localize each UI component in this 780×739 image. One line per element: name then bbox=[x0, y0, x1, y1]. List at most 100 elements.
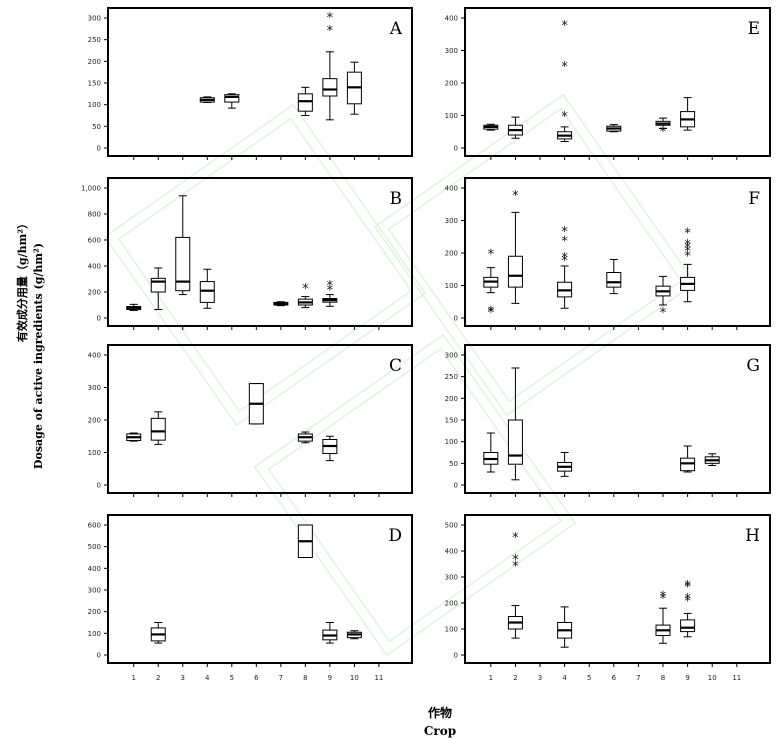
box-crop-7 bbox=[273, 301, 289, 307]
outlier-star: * bbox=[684, 249, 691, 264]
outlier-star: * bbox=[561, 110, 568, 125]
y-tick-label: 600 bbox=[88, 237, 101, 245]
y-tick-label: 500 bbox=[445, 522, 458, 530]
box-crop-8: * bbox=[655, 275, 671, 321]
y-tick-label: 300 bbox=[445, 47, 458, 55]
box-iqr bbox=[680, 619, 696, 633]
box-crop-10 bbox=[346, 630, 362, 640]
y-tick-label: 600 bbox=[88, 522, 101, 530]
y-tick-label: 200 bbox=[88, 58, 101, 66]
x-tick-label: 2 bbox=[156, 674, 160, 682]
box-crop-8 bbox=[297, 86, 313, 116]
outlier-star: * bbox=[561, 19, 568, 34]
y-tick-label: 800 bbox=[88, 211, 101, 219]
y-tick-label: 200 bbox=[88, 417, 101, 425]
y-tick-label: 100 bbox=[88, 449, 101, 457]
outlier-star: * bbox=[512, 560, 519, 575]
box-iqr bbox=[606, 272, 622, 288]
x-tick-label: 10 bbox=[708, 674, 717, 682]
panel-label: B bbox=[390, 189, 403, 209]
box-iqr bbox=[297, 93, 313, 112]
outlier-star: * bbox=[327, 24, 334, 39]
y-tick-label: 0 bbox=[97, 652, 101, 660]
panel-label: F bbox=[748, 189, 760, 209]
y-tick-label: 0 bbox=[97, 482, 101, 490]
y-tick-label: 0 bbox=[454, 652, 458, 660]
y-tick-label: 400 bbox=[88, 565, 101, 573]
box-iqr bbox=[322, 78, 338, 97]
box-crop-4: **** bbox=[557, 225, 573, 309]
box-crop-4 bbox=[199, 96, 215, 103]
y-tick-label: 300 bbox=[445, 352, 458, 360]
panel-frame bbox=[107, 344, 413, 494]
y-tick-label: 50 bbox=[449, 460, 458, 468]
y-tick-label: 200 bbox=[445, 250, 458, 258]
y-tick-label: 250 bbox=[88, 36, 101, 44]
panel-frame bbox=[464, 514, 771, 664]
outlier-star: * bbox=[488, 248, 495, 263]
box-crop-1 bbox=[126, 303, 142, 311]
box-crop-1 bbox=[483, 123, 499, 131]
box-crop-9 bbox=[680, 97, 696, 131]
box-crop-1 bbox=[126, 432, 142, 442]
outlier-star: * bbox=[512, 531, 519, 546]
box-crop-6 bbox=[606, 124, 622, 133]
outlier-star: * bbox=[302, 282, 309, 297]
y-tick-label: 400 bbox=[445, 15, 458, 23]
box-crop-2 bbox=[150, 411, 166, 445]
outlier-star: * bbox=[327, 284, 334, 299]
y-tick-label: 300 bbox=[445, 217, 458, 225]
outlier-star: * bbox=[488, 305, 495, 320]
y-tick-label: 200 bbox=[445, 395, 458, 403]
y-axis-title-english: Dosage of active ingredients (g/hm²) bbox=[32, 243, 45, 469]
box-crop-2 bbox=[507, 116, 523, 139]
x-tick-label: 7 bbox=[636, 674, 640, 682]
x-axis-title-chinese: 作物 bbox=[428, 705, 452, 720]
panel-frame bbox=[107, 7, 413, 157]
outlier-star: * bbox=[660, 306, 667, 321]
outlier-star: * bbox=[561, 225, 568, 240]
outlier-star: * bbox=[561, 235, 568, 250]
outlier-star: * bbox=[660, 125, 667, 140]
box-crop-8 bbox=[297, 431, 313, 444]
panel-c: 0 100 200 300 400 C bbox=[88, 344, 413, 497]
box-crop-8: * bbox=[655, 117, 671, 140]
y-tick-label: 150 bbox=[445, 417, 458, 425]
box-crop-2 bbox=[150, 622, 166, 644]
box-iqr bbox=[175, 236, 191, 292]
y-tick-label: 200 bbox=[445, 600, 458, 608]
outlier-star: * bbox=[684, 244, 691, 259]
y-tick-label: 200 bbox=[88, 608, 101, 616]
box-crop-10 bbox=[346, 61, 362, 115]
y-tick-label: 400 bbox=[445, 548, 458, 556]
panel-e: 0 100 200 300 400 E * * * * bbox=[445, 7, 771, 160]
box-crop-2 bbox=[507, 367, 523, 481]
box-crop-4: * * * bbox=[557, 19, 573, 142]
panel-frame bbox=[107, 177, 413, 327]
y-tick-label: 0 bbox=[454, 482, 458, 490]
box-crop-3 bbox=[175, 195, 191, 296]
box-crop-6 bbox=[606, 259, 622, 295]
y-tick-label: 300 bbox=[445, 574, 458, 582]
box-crop-9 bbox=[322, 622, 338, 644]
y-tick-label: 100 bbox=[445, 626, 458, 634]
panel-frame bbox=[464, 344, 771, 494]
x-tick-label: 4 bbox=[205, 674, 210, 682]
box-crop-9: ***** bbox=[680, 227, 696, 303]
x-tick-label: 3 bbox=[538, 674, 542, 682]
panel-label: H bbox=[745, 526, 760, 546]
panel-frame bbox=[107, 514, 413, 664]
x-tick-label: 11 bbox=[374, 674, 383, 682]
box-iqr bbox=[150, 417, 166, 441]
x-tick-label: 7 bbox=[279, 674, 283, 682]
y-tick-label: 200 bbox=[88, 289, 101, 297]
box-crop-9: ** bbox=[322, 279, 338, 307]
x-tick-label: 9 bbox=[328, 674, 332, 682]
box-crop-9: **** bbox=[680, 579, 696, 638]
outlier-star: * bbox=[684, 592, 691, 607]
y-tick-label: 100 bbox=[88, 630, 101, 638]
box-crop-4 bbox=[199, 268, 215, 309]
